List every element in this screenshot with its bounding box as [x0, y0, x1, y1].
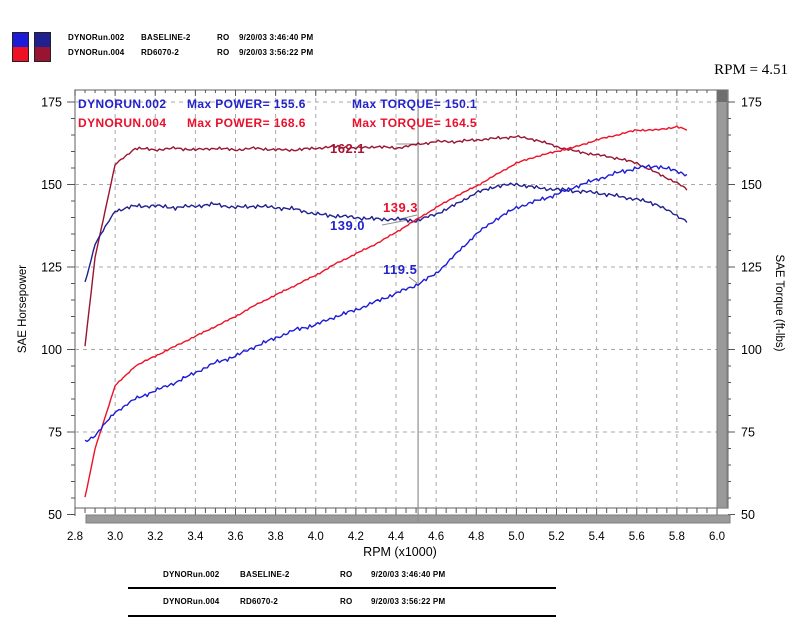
legend-swatch-torque-002 [35, 33, 50, 47]
footer-run-ro: RO [340, 597, 353, 606]
x-tick-label: 2.8 [67, 531, 83, 543]
y-tick-label-right: 100 [741, 343, 762, 357]
cursor-value-torque-002: 139.0 [330, 218, 366, 233]
y-tick-label-left: 50 [48, 508, 62, 522]
y-tick-label-left: 100 [41, 343, 62, 357]
legend-swatch-power [12, 32, 29, 62]
x-tick-label: 5.2 [549, 531, 565, 543]
x-tick-label: 5.8 [669, 531, 685, 543]
annotation-max-torque-002: Max TORQUE= 150.1 [352, 97, 477, 111]
cursor-value-torque-004: 162.1 [330, 141, 366, 156]
cursor-rpm-readout: RPM = 4.51 [714, 62, 788, 78]
horizontal-scrollbar[interactable] [85, 514, 731, 524]
vertical-scrollbar[interactable] [716, 89, 728, 509]
legend-swatch-power-004 [13, 47, 28, 61]
footer-rule [128, 615, 556, 617]
annotation-run-002: DYNORUN.002 [78, 97, 167, 111]
curve-torque_004 [84, 135, 688, 347]
legend-swatch-torque [34, 32, 51, 62]
footer-run-config: RD6070-2 [240, 597, 279, 606]
x-tick-label: 3.8 [268, 531, 284, 543]
y-tick-label-left: 125 [41, 261, 62, 275]
annotation-run-004: DYNORUN.004 [78, 116, 167, 130]
y-tick-label-left: 150 [41, 178, 62, 192]
x-axis-title: RPM (x1000) [363, 545, 437, 559]
x-tick-label: 5.4 [589, 531, 606, 543]
y-tick-label-left: 175 [41, 96, 62, 110]
legend-run-datetime: 9/20/03 3:46:40 PM [239, 33, 314, 42]
y-tick-label-right: 150 [741, 178, 762, 192]
cursor-value-power-004: 139.3 [383, 200, 419, 215]
x-tick-label: 6.0 [709, 531, 725, 543]
footer-run-ro: RO [340, 570, 353, 579]
x-tick-label: 4.4 [388, 531, 405, 543]
y-tick-label-right: 125 [741, 261, 762, 275]
legend-swatch-torque-004 [35, 47, 50, 61]
legend-run-name: DYNORun.002 [68, 33, 125, 42]
legend-run-datetime: 9/20/03 3:56:22 PM [239, 48, 314, 57]
curve-torque_002 [84, 182, 688, 283]
legend-run-config: BASELINE-2 [141, 33, 191, 42]
y-tick-label-right: 75 [741, 426, 755, 440]
x-tick-label: 5.6 [629, 531, 645, 543]
legend-run-config: RD6070-2 [141, 48, 180, 57]
cursor-value-power-002: 119.5 [383, 262, 418, 277]
y-tick-label-left: 75 [48, 426, 62, 440]
cursor-label-leader [381, 219, 409, 226]
cursor-label-leader [399, 214, 418, 220]
y-axis-title-right: SAE Torque (ft-lbs) [773, 254, 785, 352]
x-tick-label: 4.6 [428, 531, 444, 543]
x-tick-label: 4.2 [348, 531, 364, 543]
y-tick-label-right: 175 [741, 96, 762, 110]
plot-frame [74, 89, 729, 509]
vertical-scrollbar-cap [717, 90, 727, 102]
x-tick-label: 4.0 [308, 531, 324, 543]
curve-power_004 [84, 125, 688, 498]
footer-run-config: BASELINE-2 [240, 570, 290, 579]
cursor-label-leader [408, 276, 418, 284]
y-axis-title-left: SAE Horsepower [17, 264, 29, 354]
curve-power_002 [84, 164, 688, 443]
footer-run-datetime: 9/20/03 3:46:40 PM [371, 570, 446, 579]
x-tick-label: 4.8 [468, 531, 484, 543]
legend-swatch-power-002 [13, 33, 28, 47]
annotation-max-power-002: Max POWER= 155.6 [187, 97, 306, 111]
legend-run-name: DYNORun.004 [68, 48, 125, 57]
legend-run-ro: RO [217, 33, 230, 42]
footer-run-name: DYNORun.004 [163, 597, 220, 606]
x-tick-label: 3.0 [107, 531, 123, 543]
x-tick-label: 5.0 [508, 531, 524, 543]
footer-rule [128, 587, 556, 589]
x-tick-label: 3.4 [187, 531, 204, 543]
footer-run-name: DYNORun.002 [163, 570, 220, 579]
annotation-max-power-004: Max POWER= 168.6 [187, 116, 306, 130]
annotation-max-torque-004: Max TORQUE= 164.5 [352, 116, 477, 130]
x-tick-label: 3.6 [228, 531, 244, 543]
x-tick-label: 3.2 [147, 531, 163, 543]
y-tick-label-right: 50 [741, 508, 755, 522]
legend-run-ro: RO [217, 48, 230, 57]
curves-group [84, 125, 688, 498]
footer-run-datetime: 9/20/03 3:56:22 PM [371, 597, 446, 606]
